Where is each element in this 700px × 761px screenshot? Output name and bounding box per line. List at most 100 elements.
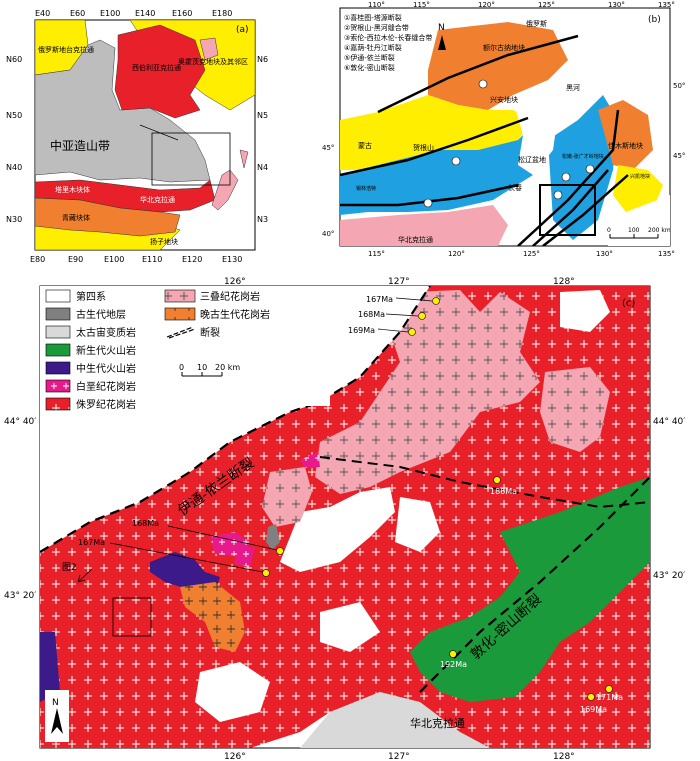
- b-xilinhot: 锡林浩特: [356, 185, 376, 192]
- age-label: 169Ma: [580, 705, 607, 714]
- a-right-tick: N50: [257, 111, 268, 120]
- legend-label: 第四系: [76, 290, 106, 303]
- a-top-tick: E180: [212, 9, 232, 18]
- legend-label: 三叠纪花岗岩: [200, 290, 260, 303]
- a-right-tick: N30: [257, 215, 268, 224]
- region-huabei-c: 华北克拉通: [410, 716, 465, 730]
- b-erguna: 额尔古纳地块: [483, 43, 525, 52]
- a-bottom-tick: E100: [104, 255, 124, 264]
- a-left-tick: N40: [6, 163, 22, 172]
- sample-dot: [262, 569, 270, 577]
- age-label: 171Ma: [596, 693, 623, 702]
- a-top-tick: E60: [70, 9, 85, 18]
- region-tibet: 青藏块体: [62, 213, 90, 222]
- panel-a-label: (a): [236, 25, 249, 35]
- a-right-tick: N60: [257, 55, 268, 64]
- a-bottom-tick: E120: [182, 255, 202, 264]
- legend-label: 中生代火山岩: [76, 362, 136, 375]
- north-arrow-icon: [438, 35, 446, 50]
- b-xingan: 兴安地块: [490, 95, 518, 104]
- c-left-tick: 44° 40′: [4, 417, 36, 427]
- b-top-tick: 110°: [368, 1, 385, 9]
- b-top-tick: 135°: [658, 1, 675, 9]
- b-jiamusi: 佳木斯地块: [608, 141, 643, 150]
- fig2-ref: 图2: [62, 562, 77, 573]
- b-legend-item: ⑥敦化-密山断裂: [344, 63, 395, 72]
- b-top-tick: 115°: [413, 1, 430, 9]
- north-arrow-icon: N: [45, 690, 69, 742]
- legend-label: 晚古生代花岗岩: [200, 308, 270, 321]
- a-top-tick: E160: [172, 9, 192, 18]
- b-scale-bar: 0 100 200 km: [607, 227, 671, 239]
- b-right-tick: 50°: [673, 82, 685, 90]
- legend-label: 白垩纪花岗岩: [76, 380, 136, 393]
- c-scale-10: 10: [197, 363, 207, 372]
- legend-label: 太古宙变质岩: [76, 326, 136, 339]
- b-hegenshan: 贺根山: [413, 143, 434, 152]
- b-legend-item: ⑤伊通-依兰断裂: [344, 53, 395, 62]
- sample-dot: [408, 328, 416, 336]
- b-heihe: 黑河: [566, 84, 580, 92]
- region-russia-craton: 俄罗斯地台克拉通: [38, 45, 94, 54]
- c-scale-20: 20 km: [215, 363, 240, 372]
- b-scale-100: 100: [628, 227, 640, 234]
- b-top-tick: 120°: [478, 1, 495, 9]
- a-top-tick: E40: [35, 9, 50, 18]
- b-huabei: 华北克拉通: [398, 235, 433, 244]
- a-left-tick: N30: [6, 215, 22, 224]
- b-legend-item: ④嘉荫-牡丹江断裂: [344, 43, 402, 52]
- legend-label: 侏罗纪花岗岩: [76, 398, 136, 411]
- b-bottom-tick: 115°: [368, 250, 385, 258]
- a-bottom-tick: E80: [30, 255, 45, 264]
- legend-label: 古生代地层: [76, 308, 126, 321]
- c-left-tick: 43° 20′: [4, 591, 36, 601]
- panel-c-map: 167Ma 168Ma 169Ma 168Ma 167Ma 186Ma 192M…: [4, 277, 685, 761]
- sample-dot: [449, 650, 457, 658]
- region-siberia: 西伯利亚克拉通: [132, 63, 181, 72]
- a-left-tick: N50: [6, 111, 22, 120]
- fig2-arrow-icon: [77, 568, 93, 583]
- panel-a-map: E40 E60 E100 E140 E160 E180 E80 E90 E100…: [6, 9, 268, 264]
- age-label: 169Ma: [348, 326, 375, 335]
- a-right-tick: N40: [257, 163, 268, 172]
- a-bottom-tick: E90: [68, 255, 83, 264]
- b-left-tick: 40°: [322, 230, 334, 238]
- region-huabei: 华北克拉通: [140, 195, 175, 204]
- region-okhotsk: 奥霍茨克地块及其邻区: [178, 57, 248, 66]
- region-yangtze: 扬子地块: [150, 237, 178, 246]
- sample-dot: [587, 693, 595, 701]
- b-legend-item: ③索伦-西拉木伦-长春缝合带: [344, 33, 432, 42]
- c-bottom-tick: 127°: [388, 752, 410, 761]
- region-tarim: 塔里木块体: [55, 185, 90, 194]
- b-legend-item: ①喜桂图-塔源断裂: [344, 13, 402, 22]
- legend-label: 新生代火山岩: [76, 344, 136, 357]
- c-top-tick: 128°: [553, 277, 575, 287]
- age-label: 168Ma: [132, 519, 159, 528]
- panel-b-map: ①喜桂图-塔源断裂 ②贺根山-黑河缝合带 ③索伦-西拉木伦-长春缝合带 ④嘉荫-…: [322, 1, 685, 258]
- a-top-tick: E140: [135, 9, 155, 18]
- b-bottom-tick: 135°: [658, 250, 675, 258]
- b-russia: 俄罗斯: [526, 19, 547, 28]
- b-xingkai: 兴凯地块: [630, 173, 650, 180]
- age-label: 167Ma: [78, 538, 105, 547]
- b-bottom-tick: 120°: [448, 250, 465, 258]
- b-legend-item: ②贺根山-黑河缝合带: [344, 23, 409, 32]
- c-right-tick: 44° 40′: [653, 417, 685, 427]
- age-label: 192Ma: [440, 660, 467, 669]
- age-label: 168Ma: [358, 310, 385, 319]
- b-top-tick: 125°: [538, 1, 555, 9]
- b-bottom-tick: 125°: [523, 250, 540, 258]
- c-right-tick: 43° 20′: [653, 571, 685, 581]
- c-north: N: [52, 698, 59, 708]
- age-label: 167Ma: [366, 295, 393, 304]
- region-caob: 中亚造山带: [50, 138, 110, 153]
- c-top-tick: 127°: [388, 277, 410, 287]
- a-top-tick: E100: [100, 9, 120, 18]
- a-bottom-tick: E110: [142, 255, 162, 264]
- a-left-tick: N60: [6, 55, 22, 64]
- b-scale-0: 0: [607, 227, 611, 234]
- sample-dot: [493, 476, 501, 484]
- b-mongolia: 蒙古: [358, 141, 372, 150]
- sample-dot: [418, 312, 426, 320]
- c-bottom-tick: 126°: [224, 752, 246, 761]
